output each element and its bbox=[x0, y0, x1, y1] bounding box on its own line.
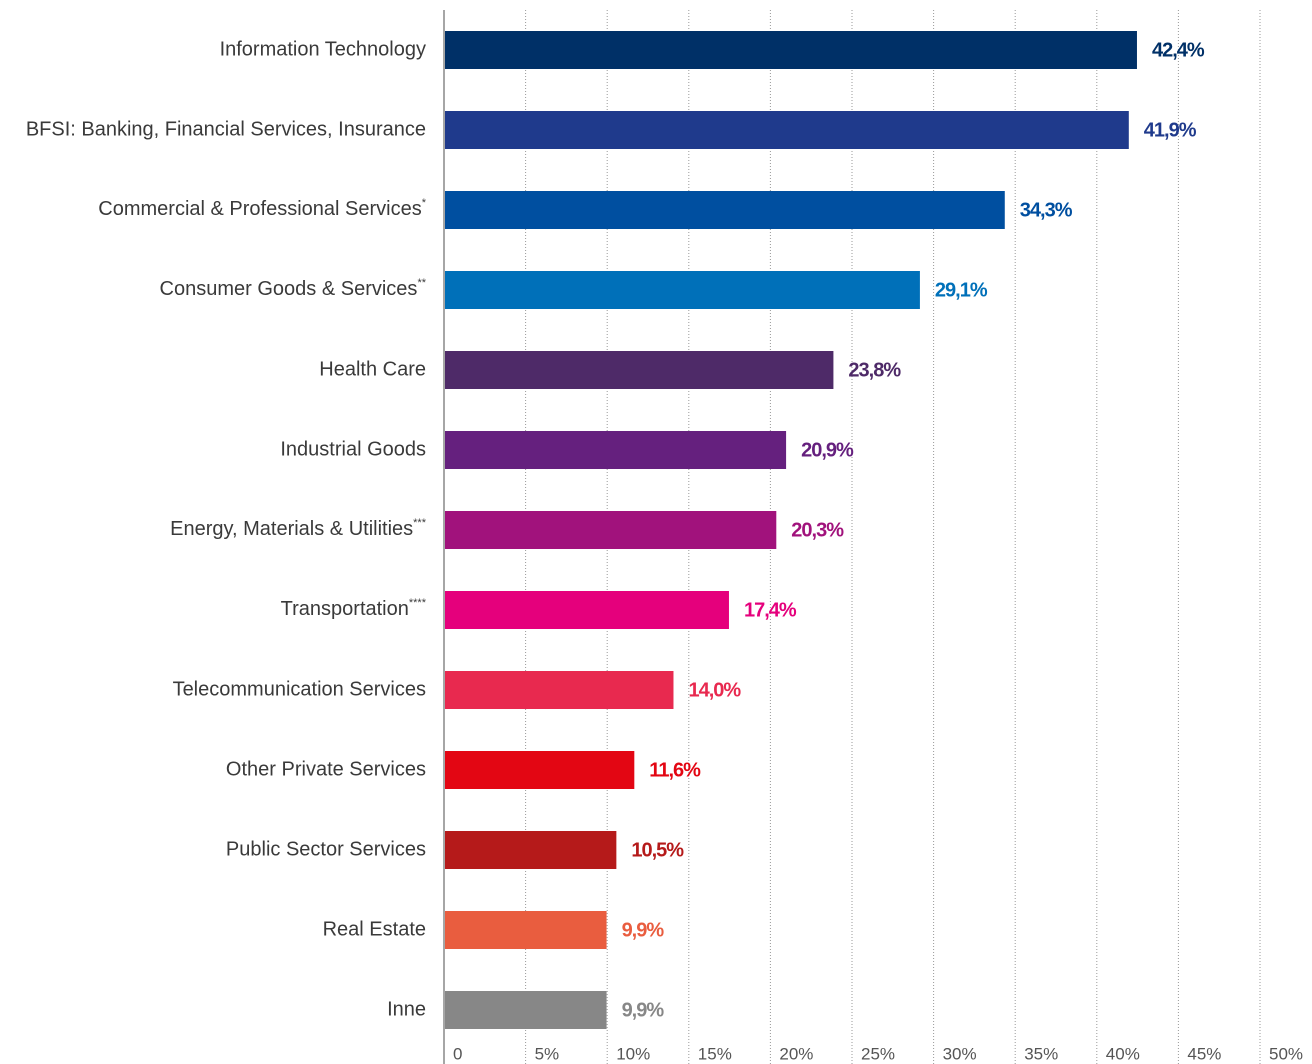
x-tick-label: 5% bbox=[535, 1044, 560, 1063]
value-label: 42,4% bbox=[1152, 39, 1205, 61]
value-label: 20,3% bbox=[791, 519, 844, 541]
bar bbox=[445, 991, 607, 1029]
category-label: Transportation**** bbox=[281, 597, 427, 620]
value-label: 20,9% bbox=[801, 439, 854, 461]
x-tick-label: 50% bbox=[1269, 1044, 1303, 1063]
value-label: 34,3% bbox=[1020, 199, 1073, 221]
x-tick-label: 25% bbox=[861, 1044, 895, 1063]
x-tick-label: 20% bbox=[779, 1044, 813, 1063]
bar bbox=[445, 431, 787, 469]
bar bbox=[445, 591, 729, 629]
bar bbox=[445, 351, 834, 389]
x-tick-label: 0 bbox=[453, 1044, 462, 1063]
bar bbox=[445, 511, 777, 549]
category-label: Health Care bbox=[319, 358, 426, 380]
category-label: Real Estate bbox=[323, 918, 426, 940]
x-tick-label: 45% bbox=[1187, 1044, 1221, 1063]
category-label: Industrial Goods bbox=[280, 438, 426, 460]
x-tick-label: 15% bbox=[698, 1044, 732, 1063]
category-label: Inne bbox=[387, 998, 426, 1020]
bar bbox=[445, 271, 920, 309]
value-label: 17,4% bbox=[744, 599, 797, 621]
x-tick-label: 10% bbox=[616, 1044, 650, 1063]
value-label: 29,1% bbox=[935, 279, 988, 301]
category-label: BFSI: Banking, Financial Services, Insur… bbox=[26, 118, 426, 140]
category-label: Public Sector Services bbox=[226, 838, 426, 860]
value-label: 41,9% bbox=[1144, 119, 1197, 141]
value-label: 11,6% bbox=[649, 759, 701, 781]
value-label: 14,0% bbox=[688, 679, 741, 701]
category-label: Information Technology bbox=[220, 38, 426, 60]
value-label: 9,9% bbox=[622, 919, 665, 941]
bar bbox=[445, 671, 674, 709]
x-tick-label: 30% bbox=[943, 1044, 977, 1063]
bar bbox=[445, 111, 1129, 149]
category-label: Energy, Materials & Utilities*** bbox=[170, 517, 427, 540]
category-label: Telecommunication Services bbox=[173, 678, 426, 700]
category-label: Consumer Goods & Services** bbox=[160, 277, 427, 300]
category-label: Other Private Services bbox=[226, 758, 426, 780]
bar bbox=[445, 31, 1137, 69]
bar bbox=[445, 911, 607, 949]
bar bbox=[445, 191, 1005, 229]
x-tick-label: 35% bbox=[1024, 1044, 1058, 1063]
category-label: Commercial & Professional Services* bbox=[98, 197, 426, 220]
bar bbox=[445, 831, 617, 869]
x-tick-label: 40% bbox=[1106, 1044, 1140, 1063]
value-label: 10,5% bbox=[631, 839, 684, 861]
value-label: 9,9% bbox=[622, 999, 665, 1021]
bar bbox=[445, 751, 635, 789]
value-label: 23,8% bbox=[848, 359, 901, 381]
